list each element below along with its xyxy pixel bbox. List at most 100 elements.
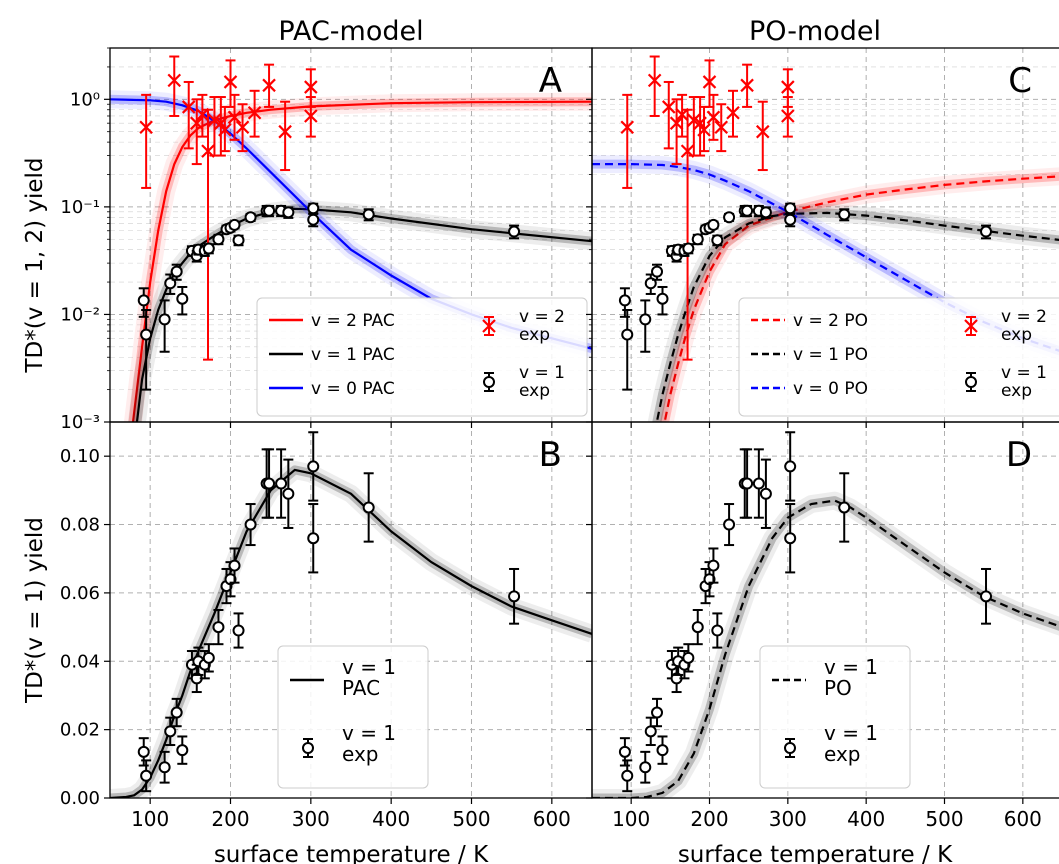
exp-v1-point: [307, 460, 320, 473]
exp-v2-point: [647, 73, 662, 88]
exp-v2-point: [740, 78, 754, 93]
legend-key-circle-marker: [784, 742, 796, 754]
y-axis-label-bottom: TD*(v = 1) yield: [22, 517, 48, 704]
exp-v2-point: [620, 120, 635, 135]
exp-v2-point: [697, 123, 711, 137]
exp-v1-point: [651, 706, 664, 719]
x-axis-label-left: surface temperature / K: [214, 842, 489, 864]
exp-v1-point: [759, 206, 772, 219]
legend-label: v = 1 PO: [793, 345, 868, 365]
legend-label: v = 0 PAC: [311, 379, 395, 399]
exp-v2-point: [661, 100, 676, 114]
legend-key-circle-marker: [483, 376, 495, 388]
exp-v1-point: [723, 518, 736, 531]
x-tick-label: 500: [925, 807, 963, 831]
legend-label: v = 2 exp: [1001, 307, 1047, 345]
exp-v2-point: [278, 124, 292, 139]
exp-v1-point: [307, 213, 320, 226]
exp-v2-point: [702, 75, 717, 89]
x-tick-label: 400: [372, 807, 410, 831]
legend-label: v = 1 exp: [342, 721, 396, 766]
legend-label: v = 1 PO: [824, 655, 878, 700]
legend-key-circle-marker: [965, 376, 977, 388]
column-title-right: PO-model: [749, 16, 881, 47]
panel-C: v = 2 PO v = 1 PO v = 0 PO v = 2 exp v = 1 exp…: [592, 48, 1059, 422]
exp-v1-point: [784, 532, 797, 545]
panel-letter-A: A: [539, 61, 562, 101]
exp-v1-point: [980, 225, 993, 238]
x-tick-label: 100: [612, 807, 650, 831]
exp-v1-point: [707, 559, 720, 572]
exp-v1-point: [759, 487, 772, 500]
exp-v2-point: [781, 80, 795, 94]
exp-v1-point: [140, 328, 153, 341]
column-title-left: PAC-model: [278, 16, 423, 47]
x-tick-label: 600: [1004, 807, 1042, 831]
exp-v2-point: [781, 109, 795, 123]
exp-v2-point: [218, 123, 232, 137]
exp-v1-point: [784, 460, 797, 473]
exp-v1-point: [170, 265, 183, 278]
exp-v1-point: [691, 621, 704, 634]
legend-D: v = 1 PO v = 1 exp: [759, 645, 911, 789]
exp-v1-point: [170, 706, 183, 719]
panel-letter-C: C: [1008, 61, 1032, 101]
exp-v1-point: [711, 234, 724, 247]
exp-v2-point: [167, 73, 182, 88]
exp-v2-point: [223, 75, 238, 89]
y-axis-label-top: TD*(v = 1, 2) yield: [22, 157, 48, 373]
exp-v1-point: [639, 761, 652, 774]
exp-v2-point: [189, 116, 204, 130]
x-tick-label: 200: [690, 807, 728, 831]
exp-v1-point: [263, 477, 276, 490]
legend-key-circle-marker: [302, 742, 314, 754]
exp-v1-point: [741, 204, 754, 217]
legend-label: v = 1 exp: [519, 363, 565, 401]
exp-v1-point: [707, 218, 720, 231]
exp-v1-point: [244, 211, 257, 224]
exp-v1-point: [656, 292, 669, 305]
panel-letter-B: B: [539, 435, 562, 475]
exp-v2-point: [706, 110, 721, 125]
exp-v1-point: [176, 292, 189, 305]
exp-v1-point: [158, 313, 171, 326]
exp-v1-point: [362, 208, 375, 221]
exp-v1-point: [164, 725, 177, 738]
legend-C: v = 2 PO v = 1 PO v = 0 PO v = 2 exp v = 1 exp: [738, 297, 1059, 417]
exp-v2-point: [262, 78, 276, 93]
series-line-v--2-po: [663, 175, 1059, 422]
legend-frame: [277, 645, 429, 789]
exp-v1-point: [307, 202, 320, 215]
exp-v1-point: [137, 745, 150, 758]
exp-v1-point: [618, 294, 631, 307]
exp-v1-point: [212, 233, 225, 246]
exp-v2-point: [726, 105, 740, 120]
x-tick-label: 500: [452, 807, 490, 831]
exp-v2-point: [755, 124, 770, 139]
exp-v1-point: [618, 745, 631, 758]
exp-v1-point: [621, 328, 634, 341]
exp-v1-point: [228, 218, 241, 231]
exp-v1-point: [838, 208, 851, 221]
exp-v1-point: [212, 621, 225, 634]
legend-frame: [759, 645, 911, 789]
legend-label: v = 2 PO: [793, 311, 868, 331]
legend-key-x-marker: [964, 319, 978, 333]
exp-v1-point: [232, 234, 245, 247]
x-tick-label: 300: [292, 807, 330, 831]
panel-frame-D: [591, 421, 1059, 799]
exp-v2-point: [669, 116, 684, 130]
exp-v1-point: [244, 518, 257, 531]
axes-layer: 10⁻³ 10⁻² 10⁻¹ 10⁰ 100 200 300 400 500 600 0.00 0.0…: [60, 47, 1059, 831]
exp-v1-point: [232, 624, 245, 637]
legend-label: v = 1 PAC: [342, 655, 396, 700]
exp-v1-point: [362, 501, 375, 514]
series-line-v--1-po: [655, 211, 1059, 422]
exp-v1-point: [723, 211, 736, 224]
y-tick-label: 0.08: [60, 515, 100, 536]
y-tick-label: 10⁻¹: [60, 197, 100, 218]
x-tick-label: 600: [533, 807, 571, 831]
exp-v1-point: [752, 477, 765, 490]
exp-v1-point: [980, 590, 993, 603]
